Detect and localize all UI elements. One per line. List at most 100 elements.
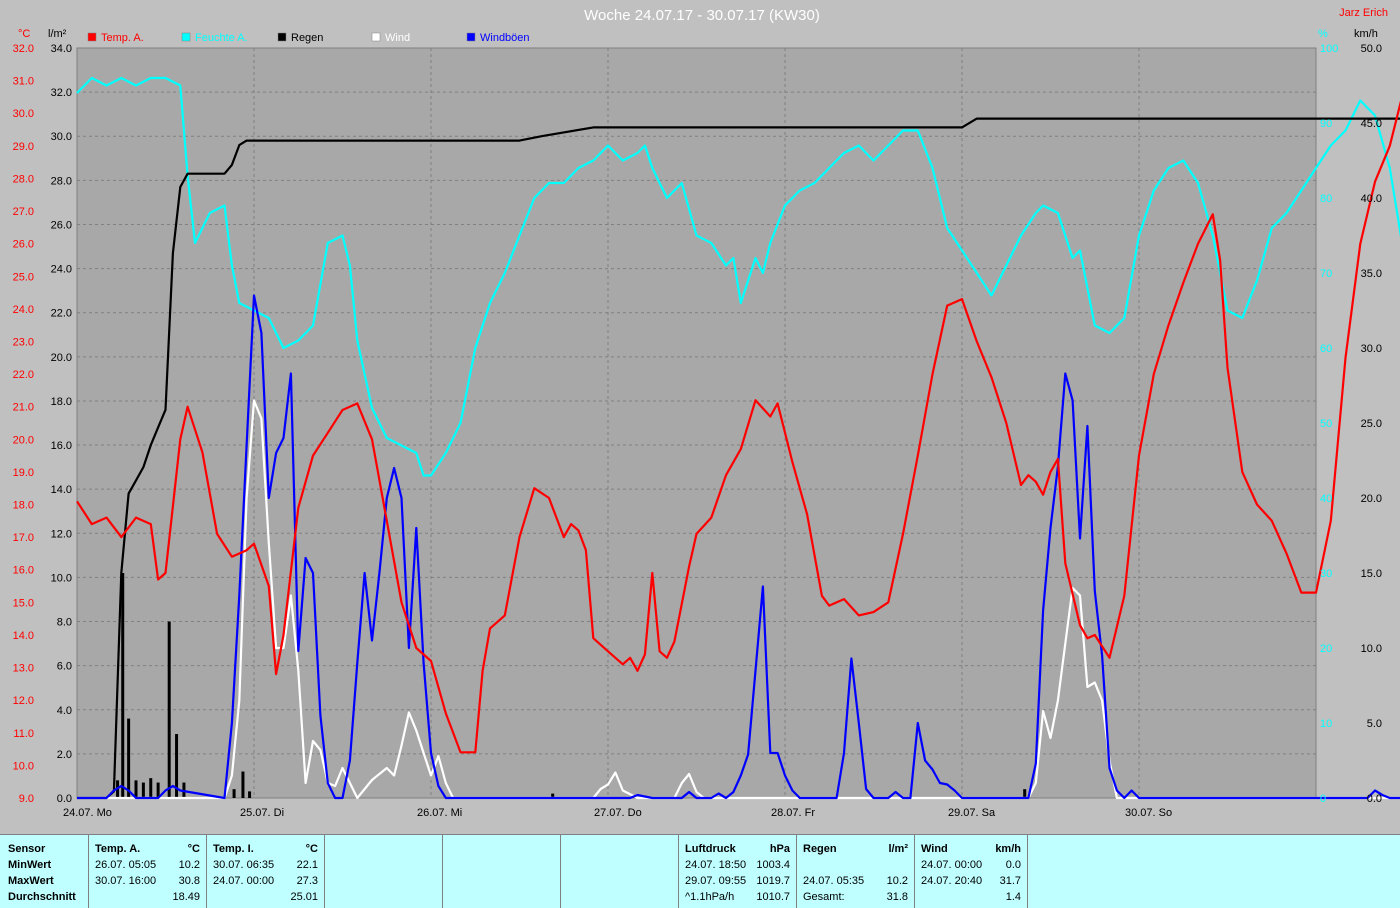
rain-bar — [551, 793, 555, 798]
humidity-tick-label: 30 — [1320, 568, 1332, 580]
rain-tick-label: 16.0 — [51, 440, 72, 452]
rain-tick-label: 2.0 — [57, 749, 72, 761]
wind-max-val: 31.7 — [999, 875, 1021, 887]
temp-tick-label: 31.0 — [13, 76, 34, 88]
wind-unit: km/h — [995, 843, 1021, 855]
pressure-title: Luftdruck — [685, 843, 736, 855]
rain-total: 31.8 — [886, 891, 908, 903]
temp-tick-label: 21.0 — [13, 402, 34, 414]
temp-a-max-time: 30.07. 16:00 — [95, 875, 157, 887]
temp-tick-label: 15.0 — [13, 597, 34, 609]
legend-swatch — [277, 32, 287, 42]
temp-i-unit: °C — [305, 843, 318, 855]
wind-title: Wind — [921, 843, 948, 855]
humidity-tick-label: 50 — [1320, 418, 1332, 430]
rain-title: Regen — [803, 843, 837, 855]
stats-col-empty-2 — [443, 835, 561, 908]
rain-tick-label: 34.0 — [51, 43, 72, 55]
chart-title: Woche 24.07.17 - 30.07.17 (KW30) — [584, 7, 820, 24]
x-tick-label: 26.07. Mi — [417, 807, 462, 819]
humidity-tick-label: 70 — [1320, 268, 1332, 280]
wind-tick-label: 50.0 — [1361, 43, 1382, 55]
humidity-tick-label: 10 — [1320, 718, 1332, 730]
temp-tick-label: 25.0 — [13, 271, 34, 283]
temp-i-title: Temp. I. — [213, 843, 254, 855]
pressure-trend: ^1.1hPa/h — [685, 891, 735, 903]
rain-tick-label: 14.0 — [51, 484, 72, 496]
rain-bar — [175, 734, 179, 798]
wind-avg: 1.4 — [1005, 891, 1021, 903]
pressure-avg: 1010.7 — [756, 891, 790, 903]
author-label: Jarz Erich — [1339, 7, 1388, 19]
pressure-max-val: 1019.7 — [756, 875, 790, 887]
wind-tick-label: 20.0 — [1361, 493, 1382, 505]
temp-i-min-time: 30.07. 06:35 — [213, 859, 275, 871]
rain-unit: l/m² — [888, 843, 908, 855]
series-line-windb-en — [77, 294, 1400, 800]
rain-bar — [134, 780, 138, 798]
temp-tick-label: 23.0 — [13, 336, 34, 348]
rain-tick-label: 26.0 — [51, 219, 72, 231]
rain-bar — [232, 789, 236, 798]
axes: 24.07. Mo 25.07. Di 26.07. Mi 27.07. Do 28.0… — [13, 43, 1382, 819]
series-line-regen-summe — [77, 117, 1400, 800]
rain-tick-label: 4.0 — [57, 705, 72, 717]
rain-tick-label: 6.0 — [57, 661, 72, 673]
rain-tick-label: 24.0 — [51, 264, 72, 276]
legend: Temp. A. Feuchte A. Regen Wind Windböen — [87, 32, 530, 44]
x-tick-label: 27.07. Do — [594, 807, 642, 819]
wind-tick-label: 0.0 — [1367, 793, 1382, 805]
temp-tick-label: 24.0 — [13, 304, 34, 316]
min-label: MinWert — [8, 859, 52, 871]
temp-i-avg: 25.01 — [290, 891, 318, 903]
temp-tick-label: 22.0 — [13, 369, 34, 381]
pressure-max-time: 29.07. 09:55 — [685, 875, 747, 887]
stats-col-temp-i: Temp. I. °C 30.07. 06:35 22.1 24.07. 00:… — [207, 835, 325, 908]
rain-bar — [248, 791, 252, 798]
temp-i-max-val: 27.3 — [296, 875, 318, 887]
temp-tick-label: 32.0 — [13, 43, 34, 55]
rain-bar — [1023, 789, 1027, 798]
temp-tick-label: 17.0 — [13, 532, 34, 544]
rain-total-label: Gesamt: — [803, 891, 845, 903]
pressure-unit: hPa — [769, 843, 790, 855]
temp-tick-label: 27.0 — [13, 206, 34, 218]
wind-tick-label: 15.0 — [1361, 568, 1382, 580]
humidity-tick-label: 80 — [1320, 193, 1332, 205]
rain-tick-label: 8.0 — [57, 617, 72, 629]
plot-area — [76, 47, 1317, 799]
humidity-tick-label: 60 — [1320, 343, 1332, 355]
rain-bar — [156, 782, 160, 798]
temp-tick-label: 29.0 — [13, 141, 34, 153]
rain-tick-label: 18.0 — [51, 396, 72, 408]
legend-label: Feuchte A. — [195, 32, 248, 44]
legend-swatch — [87, 32, 97, 42]
x-tick-label: 24.07. Mo — [63, 807, 112, 819]
temp-tick-label: 16.0 — [13, 565, 34, 577]
rain-bar — [127, 718, 131, 798]
rain-tick-label: 32.0 — [51, 87, 72, 99]
rain-bar — [141, 782, 145, 798]
temp-tick-label: 9.0 — [19, 793, 34, 805]
rain-tick-label: 0.0 — [57, 793, 72, 805]
x-tick-label: 28.07. Fr — [771, 807, 815, 819]
temp-tick-label: 20.0 — [13, 434, 34, 446]
temp-tick-label: 18.0 — [13, 500, 34, 512]
humidity-tick-label: 0 — [1320, 793, 1326, 805]
temp-tick-label: 26.0 — [13, 239, 34, 251]
temp-tick-label: 19.0 — [13, 467, 34, 479]
temp-tick-label: 28.0 — [13, 173, 34, 185]
sensor-label: Sensor — [8, 843, 46, 855]
wind-tick-label: 30.0 — [1361, 343, 1382, 355]
rain-max-time: 24.07. 05:35 — [803, 875, 865, 887]
temp-i-max-time: 24.07. 00:00 — [213, 875, 275, 887]
temp-a-unit: °C — [187, 843, 200, 855]
temp-tick-label: 10.0 — [13, 760, 34, 772]
wind-unit-label: km/h — [1354, 28, 1378, 40]
wind-tick-label: 45.0 — [1361, 118, 1382, 130]
temp-tick-label: 12.0 — [13, 695, 34, 707]
wind-tick-label: 5.0 — [1367, 718, 1382, 730]
temp-unit-label: °C — [18, 28, 30, 40]
temp-tick-label: 13.0 — [13, 663, 34, 675]
x-tick-label: 29.07. Sa — [948, 807, 996, 819]
